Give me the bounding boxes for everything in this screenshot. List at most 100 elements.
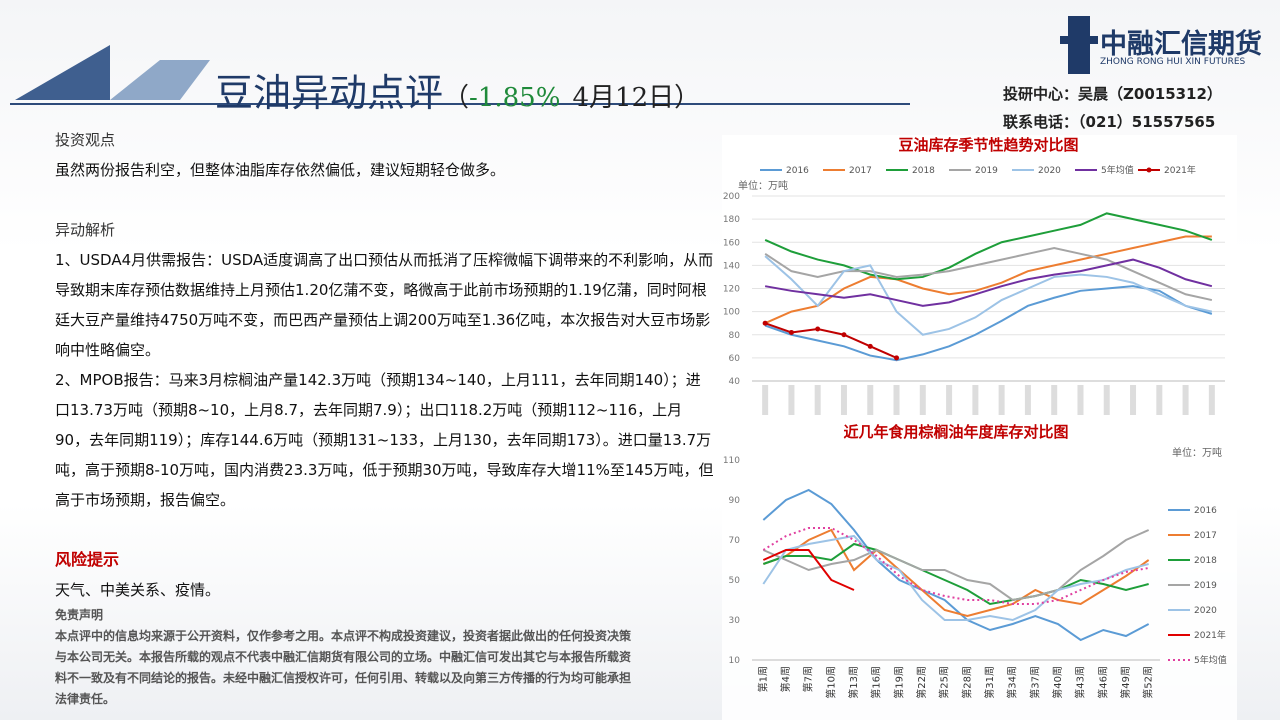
logo-name: 中融汇信期货 <box>1100 29 1262 60</box>
x-tick-box <box>762 385 769 415</box>
x-tick-label: 第40周 <box>1051 666 1064 699</box>
logo-en: ZHONG RONG HUI XIN FUTURES <box>1100 57 1246 67</box>
paragraph: 虽然两份报告利空，但整体油脂库存依然偏低，建议短期轻仓做多。 <box>55 161 506 179</box>
x-tick-box <box>867 385 874 415</box>
series-line <box>762 534 1149 622</box>
y-tick-label: 100 <box>723 308 740 318</box>
legend-label: 2018 <box>1194 556 1217 566</box>
logo-mark <box>1068 16 1090 74</box>
x-tick-label: 第43周 <box>1074 666 1087 699</box>
series-line <box>762 488 1150 642</box>
x-tick-label: 第28周 <box>960 666 973 699</box>
series-line <box>762 549 855 591</box>
logo-mark <box>1060 36 1098 44</box>
x-tick-label: 第49周 <box>1119 666 1132 699</box>
y-tick-label: 60 <box>729 354 741 364</box>
title-block: 豆油异动点评（-1.85% 4月12日） <box>215 62 700 117</box>
heading: 投资观点 <box>55 131 116 149</box>
legend-label: 2020 <box>1194 606 1217 616</box>
x-tick-box <box>1051 385 1058 415</box>
x-tick-label: 第52周 <box>1142 666 1155 699</box>
x-tick-label: 第1周 <box>756 666 769 692</box>
y-tick-label: 30 <box>729 616 741 626</box>
series-line <box>764 212 1213 281</box>
y-tick-label: 110 <box>723 456 740 466</box>
legend-label: 2018 <box>912 166 935 176</box>
legend-label: 2017 <box>849 166 872 176</box>
x-tick-label: 第37周 <box>1028 666 1041 699</box>
x-tick-label: 第4周 <box>779 666 792 692</box>
legend-label: 2019 <box>1194 581 1217 591</box>
x-tick-box <box>788 385 795 415</box>
decor-triangle <box>110 60 210 100</box>
y-tick-label: 180 <box>723 215 740 225</box>
series-line <box>764 255 1213 336</box>
legend-label: 5年均值 <box>1194 654 1227 666</box>
paragraph: 1、USDA4月供需报告：USDA适度调高了出口预估从而抵消了压榨微幅下调带来的… <box>55 251 714 359</box>
heading: 风险提示 <box>55 550 120 569</box>
chart-title: 近几年食用棕榈油年度库存对比图 <box>843 423 1068 441</box>
x-tick-box <box>1130 385 1137 415</box>
x-tick-label: 第31周 <box>983 666 996 699</box>
x-tick-box <box>1024 385 1031 415</box>
decor-triangle <box>15 45 110 100</box>
point <box>841 332 847 338</box>
x-tick-box <box>840 385 847 415</box>
x-tick-label: 第34周 <box>1006 666 1019 699</box>
contact-line: 联系电话：（021）51557565 <box>1003 113 1216 131</box>
point <box>762 320 768 326</box>
legend-label: 2021年 <box>1164 164 1196 176</box>
x-tick-box <box>1103 385 1110 415</box>
y-tick-label: 50 <box>729 576 741 586</box>
x-tick-label: 第19周 <box>892 666 905 699</box>
paragraph: 2、MPOB报告：马来3月棕榈油产量142.3万吨（预期134~140，上月11… <box>55 371 714 509</box>
legend-label: 2016 <box>786 166 809 176</box>
contact-line: 投研中心：吴晨（Z0015312） <box>1003 85 1222 103</box>
x-tick-box <box>814 385 821 415</box>
heading: 异动解析 <box>55 221 116 239</box>
paragraph: 天气、中美关系、疫情。 <box>55 581 221 599</box>
x-tick-label: 第7周 <box>802 666 815 692</box>
series-line <box>762 527 1149 605</box>
x-tick-box <box>1182 385 1189 415</box>
legend-label: 2016 <box>1194 506 1217 516</box>
x-tick-label: 第22周 <box>915 666 928 699</box>
x-tick-label: 第10周 <box>824 666 837 699</box>
x-tick-box <box>998 385 1005 415</box>
contact: 投研中心：吴晨（Z0015312） 联系电话：（021）51557565 <box>1003 80 1222 136</box>
point <box>894 355 900 361</box>
x-tick-box <box>1208 385 1215 415</box>
x-tick-box <box>919 385 926 415</box>
series-line <box>764 258 1213 307</box>
series-line <box>764 235 1212 325</box>
disclaimer-heading: 免责声明 <box>55 608 104 622</box>
chart-background <box>722 135 1237 420</box>
legend-label: 5年均值 <box>1101 164 1134 176</box>
point <box>815 326 821 332</box>
series-line <box>764 247 1213 302</box>
x-tick-label: 第46周 <box>1096 666 1109 699</box>
point <box>867 343 873 349</box>
x-tick-box <box>946 385 953 415</box>
x-tick-box <box>893 385 900 415</box>
x-tick-label: 第16周 <box>870 666 883 699</box>
chart-title: 豆油库存季节性趋势对比图 <box>898 136 1078 154</box>
series-line <box>764 285 1213 362</box>
title: 豆油异动点评 <box>215 71 444 115</box>
x-tick-box <box>1156 385 1163 415</box>
x-tick-label: 第25周 <box>938 666 951 699</box>
series-line <box>763 542 1149 606</box>
body: 投资观点 虽然两份报告利空，但整体油脂库存依然偏低，建议短期轻仓做多。 异动解析… <box>55 125 715 710</box>
x-tick-box <box>1077 385 1084 415</box>
legend-label: 2020 <box>1038 166 1061 176</box>
legend-label: 2019 <box>975 166 998 176</box>
series-line <box>764 322 897 359</box>
y-tick-label: 70 <box>729 536 741 546</box>
legend-label: 2017 <box>1194 531 1217 541</box>
y-tick-label: 90 <box>729 496 741 506</box>
chart-background <box>722 425 1237 720</box>
disclaimer: 本点评中的信息均来源于公开资料，仅作参考之用。本点评不构成投资建议，投资者据此做… <box>55 629 632 706</box>
